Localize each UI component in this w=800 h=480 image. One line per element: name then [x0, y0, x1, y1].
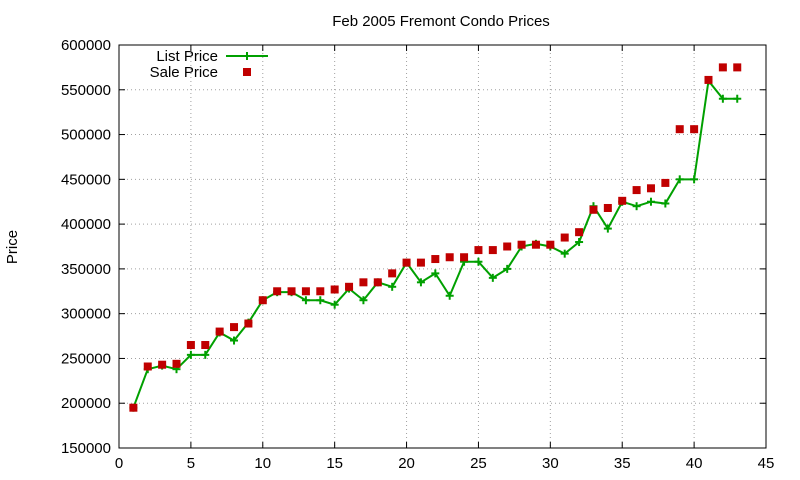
- x-tick-label: 10: [254, 455, 271, 472]
- list-price-point: [646, 197, 655, 206]
- list-price-point: [416, 278, 425, 287]
- list-price-point: [230, 336, 239, 345]
- sale-price-point: [373, 278, 382, 287]
- sale-price-point: [244, 319, 253, 328]
- sale-price-point: [158, 360, 167, 369]
- y-tick-label: 250000: [61, 350, 111, 367]
- chart-title: Feb 2005 Fremont Condo Prices: [332, 13, 550, 30]
- sale-price-point: [172, 359, 181, 368]
- series-layer: [129, 63, 742, 412]
- sale-price-point: [316, 287, 325, 296]
- sale-price-point: [718, 63, 727, 72]
- sale-price-point: [416, 258, 425, 267]
- list-price-point: [503, 264, 512, 273]
- list-price-point: [661, 199, 670, 208]
- sale-price-point: [733, 63, 742, 72]
- list-price-point: [359, 296, 368, 305]
- x-tick-label: 20: [398, 455, 415, 472]
- sale-price-point: [431, 255, 440, 264]
- sale-price-point: [129, 403, 138, 412]
- x-tick-label: 30: [542, 455, 559, 472]
- sale-price-point: [186, 341, 195, 350]
- y-tick-label: 300000: [61, 306, 111, 323]
- list-price-point: [632, 202, 641, 211]
- list-price-point: [733, 94, 742, 103]
- y-tick-label: 200000: [61, 395, 111, 412]
- legend-label-sale-price: Sale Price: [150, 64, 218, 81]
- sale-price-point: [445, 253, 454, 262]
- sale-price-point: [560, 233, 569, 242]
- axis-ticks: 150000 200000 250000 300000 350000 400000 4500…: [61, 37, 774, 472]
- sale-price-point: [503, 242, 512, 251]
- list-price-point: [186, 350, 195, 359]
- list-price-point: [330, 300, 339, 309]
- sale-price-point: [690, 125, 699, 134]
- sale-price-point: [531, 240, 540, 249]
- x-tick-label: 15: [326, 455, 343, 472]
- list-price-point: [388, 282, 397, 291]
- x-tick-label: 5: [187, 455, 195, 472]
- sale-price-point: [603, 203, 612, 212]
- list-price-point: [675, 175, 684, 184]
- sale-price-point: [258, 296, 267, 305]
- list-price-point: [690, 175, 699, 184]
- plot-frame: [118, 44, 767, 449]
- sale-price-point: [618, 196, 627, 205]
- list-price-point: [560, 249, 569, 258]
- sale-price-point: [330, 285, 339, 294]
- y-tick-label: 500000: [61, 127, 111, 144]
- sale-price-point: [632, 186, 641, 195]
- sale-price-point: [488, 246, 497, 255]
- sale-price-point: [546, 240, 555, 249]
- sale-price-point: [704, 75, 713, 84]
- list-price-point: [718, 94, 727, 103]
- y-tick-label: 550000: [61, 82, 111, 99]
- grid-lines: [119, 45, 766, 448]
- sale-price-point: [474, 246, 483, 255]
- list-price-point: [474, 257, 483, 266]
- y-tick-label: 600000: [61, 37, 111, 54]
- sale-price-point: [230, 323, 239, 332]
- sale-price-point: [589, 205, 598, 214]
- x-tick-label: 45: [758, 455, 775, 472]
- sale-price-point: [388, 269, 397, 278]
- list-price-point: [445, 291, 454, 300]
- x-tick-label: 40: [686, 455, 703, 472]
- sale-price-point: [301, 287, 310, 296]
- sale-price-point: [402, 258, 411, 267]
- sale-price-point: [460, 253, 469, 262]
- sale-price-point: [143, 362, 152, 371]
- list-price-point: [603, 224, 612, 233]
- sale-price-point: [215, 327, 224, 336]
- list-price-point: [488, 273, 497, 282]
- y-tick-label: 400000: [61, 216, 111, 233]
- x-tick-label: 0: [115, 455, 123, 472]
- sale-price-point: [273, 287, 282, 296]
- list-price-point: [316, 296, 325, 305]
- sale-price-point: [646, 184, 655, 193]
- sale-price-point: [345, 282, 354, 291]
- sale-price-point: [675, 125, 684, 134]
- list-price-point: [575, 238, 584, 247]
- list-price-point: [301, 296, 310, 305]
- sale-price-point: [575, 228, 584, 237]
- list-price-point: [431, 269, 440, 278]
- x-tick-label: 25: [470, 455, 487, 472]
- sale-price-point: [517, 240, 526, 249]
- y-tick-label: 150000: [61, 440, 111, 457]
- list-price-point: [201, 350, 210, 359]
- y-axis-label: Price: [4, 230, 21, 264]
- x-tick-label: 35: [614, 455, 631, 472]
- sale-price-point: [201, 341, 210, 350]
- sale-price-point: [287, 287, 296, 296]
- y-tick-label: 350000: [61, 261, 111, 278]
- y-tick-label: 450000: [61, 171, 111, 188]
- legend-label-list-price: List Price: [156, 48, 218, 65]
- legend-swatch-sale-price: [243, 68, 251, 76]
- sale-price-point: [359, 278, 368, 287]
- sale-price-point: [661, 178, 670, 187]
